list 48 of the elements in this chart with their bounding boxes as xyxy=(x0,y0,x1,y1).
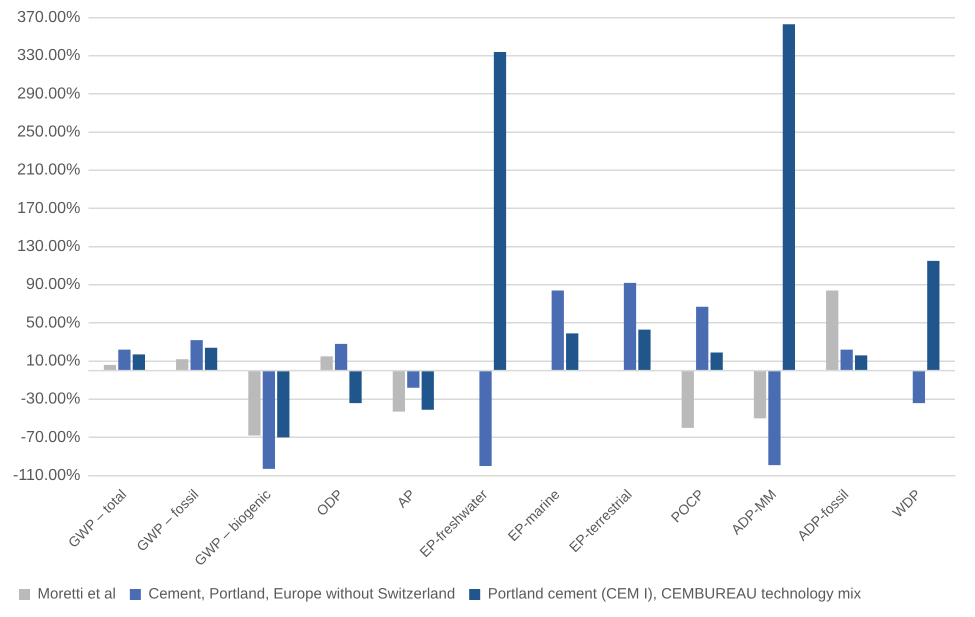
bar xyxy=(710,352,723,371)
bar xyxy=(624,282,636,371)
y-tick-label: -30.00% xyxy=(20,390,80,408)
bar xyxy=(132,354,145,371)
bar xyxy=(422,370,434,410)
y-tick-label: 370.00% xyxy=(17,9,80,26)
y-tick-label: 250.00% xyxy=(17,124,80,141)
bar xyxy=(927,260,940,371)
y-tick-label: 210.00% xyxy=(17,162,80,179)
bar xyxy=(479,370,492,466)
legend-label: Moretti et al xyxy=(38,586,116,603)
bar xyxy=(190,340,203,371)
bar xyxy=(204,348,218,371)
bar xyxy=(638,330,651,371)
y-tick-label: -110.00% xyxy=(12,466,80,484)
y-tick-label: 130.00% xyxy=(17,238,80,255)
y-tick-label: 50.00% xyxy=(26,314,80,332)
y-tick-label: 330.00% xyxy=(17,47,80,64)
bar xyxy=(912,370,926,404)
x-tick-label: AP xyxy=(394,486,418,511)
legend-label: Portland cement (CEM I), CEMBUREAU technology mix xyxy=(488,586,862,603)
bar xyxy=(682,370,694,428)
bar xyxy=(782,24,796,371)
bar xyxy=(552,290,564,371)
bar xyxy=(277,370,290,438)
bar xyxy=(349,370,362,404)
bar xyxy=(566,333,578,371)
bar xyxy=(494,52,506,371)
bar xyxy=(854,355,868,371)
bar xyxy=(696,306,708,371)
bar xyxy=(826,290,838,371)
bar xyxy=(840,350,853,371)
bar xyxy=(392,370,406,412)
bar xyxy=(262,370,276,469)
bar xyxy=(407,370,420,388)
y-tick-label: 170.00% xyxy=(17,200,80,217)
bar xyxy=(176,359,188,371)
bar xyxy=(320,356,333,371)
bar xyxy=(248,370,261,436)
y-tick-label: -70.00% xyxy=(20,428,80,446)
bar xyxy=(768,370,781,466)
bar xyxy=(334,344,348,371)
bar xyxy=(754,370,766,418)
legend-label: Cement, Portland, Europe without Switzerland xyxy=(148,586,456,603)
y-tick-label: 90.00% xyxy=(26,276,80,294)
y-tick-label: 10.00% xyxy=(26,352,80,370)
bar xyxy=(118,350,131,371)
y-tick-label: 290.00% xyxy=(17,85,80,102)
